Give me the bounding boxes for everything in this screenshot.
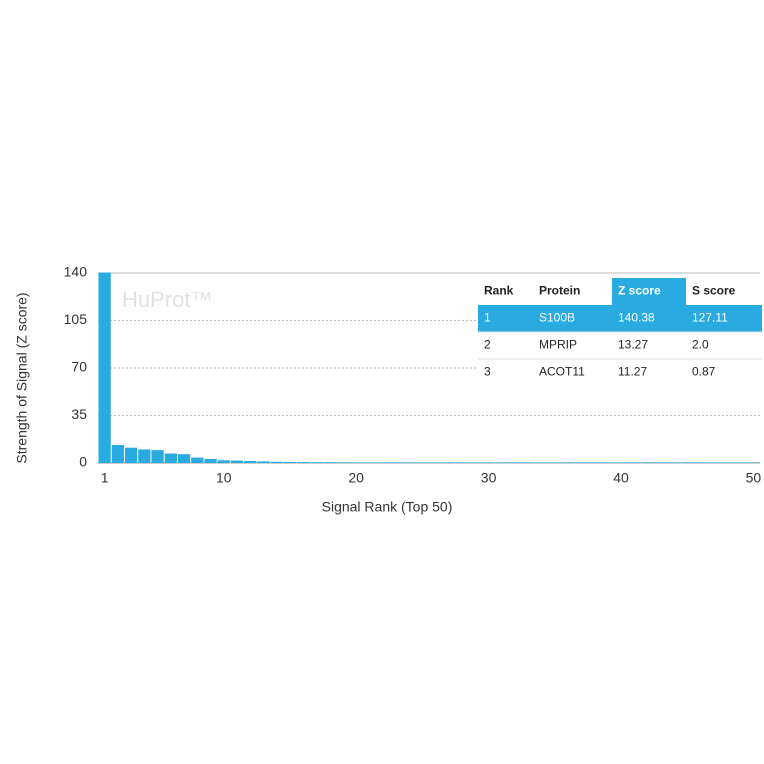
highlight-row — [478, 305, 762, 332]
bar — [614, 462, 628, 463]
x-tick-label: 50 — [746, 470, 762, 486]
bar — [310, 462, 323, 463]
bar — [111, 444, 124, 463]
y-tick-label: 105 — [64, 311, 88, 327]
bar — [323, 462, 336, 463]
bar — [628, 462, 641, 463]
y-tick-label: 35 — [71, 406, 87, 422]
bar — [694, 462, 707, 463]
bar — [138, 449, 151, 463]
table-cell: 13.27 — [618, 338, 648, 352]
bar — [204, 458, 217, 463]
table-cell: 3 — [484, 365, 491, 379]
bar — [455, 462, 469, 463]
bar — [641, 462, 654, 463]
table-cell: 140.38 — [618, 311, 655, 325]
bar — [164, 453, 177, 463]
table-cell: 127.11 — [692, 311, 728, 325]
table-cell: S100B — [539, 311, 575, 325]
bar — [548, 462, 561, 463]
bar — [681, 462, 694, 463]
x-tick-label: 20 — [348, 470, 364, 486]
table-header: Protein — [539, 284, 580, 298]
bar — [535, 462, 548, 463]
bar — [667, 462, 681, 463]
bar — [350, 462, 363, 463]
y-tick-label: 70 — [71, 359, 87, 375]
bar — [522, 462, 535, 463]
bar — [403, 462, 416, 463]
bar — [124, 447, 138, 463]
bar — [257, 461, 270, 463]
highlight-header — [612, 278, 686, 305]
x-tick-label: 40 — [613, 470, 629, 486]
x-tick-label: 10 — [216, 470, 232, 486]
bar — [508, 462, 522, 463]
bar — [151, 450, 164, 463]
bar — [561, 462, 575, 463]
x-tick-label: 1 — [101, 470, 109, 486]
bar — [283, 461, 297, 463]
bar — [376, 462, 389, 463]
table-cell: 2.0 — [692, 338, 709, 352]
x-axis-label: Signal Rank (Top 50) — [322, 499, 453, 515]
watermark: HuProt™ — [122, 287, 212, 312]
bar — [297, 462, 310, 463]
bar — [734, 462, 747, 463]
table-cell: ACOT11 — [539, 365, 585, 379]
y-tick-label: 0 — [79, 454, 87, 470]
bar — [217, 460, 230, 463]
bar — [588, 462, 601, 463]
bar — [336, 462, 350, 463]
bar — [270, 461, 283, 463]
bar — [707, 462, 720, 463]
bar — [442, 462, 455, 463]
bar — [416, 462, 429, 463]
y-axis-label: Strength of Signal (Z score) — [14, 292, 30, 463]
table-cell: 1 — [484, 311, 491, 325]
bar — [191, 457, 204, 463]
bar — [244, 460, 257, 463]
table-cell: 11.27 — [618, 365, 647, 379]
table-cell: MPRIP — [539, 338, 577, 352]
bar — [469, 462, 482, 463]
bar — [98, 272, 111, 463]
bar — [654, 462, 667, 463]
bar — [495, 462, 508, 463]
table-header: Rank — [484, 284, 514, 298]
bar — [389, 462, 403, 463]
bar — [363, 462, 376, 463]
table-cell: 2 — [484, 338, 491, 352]
bar — [575, 462, 588, 463]
x-tick-label: 30 — [481, 470, 497, 486]
bar — [230, 460, 244, 463]
bar — [720, 462, 734, 463]
bar — [601, 462, 614, 463]
y-tick-label: 140 — [64, 264, 88, 280]
bar — [177, 454, 191, 463]
table-header: Z score — [618, 284, 661, 298]
table-header: S score — [692, 284, 736, 298]
bar — [747, 462, 760, 463]
bar — [482, 462, 495, 463]
bar — [429, 462, 442, 463]
table-cell: 0.87 — [692, 365, 716, 379]
